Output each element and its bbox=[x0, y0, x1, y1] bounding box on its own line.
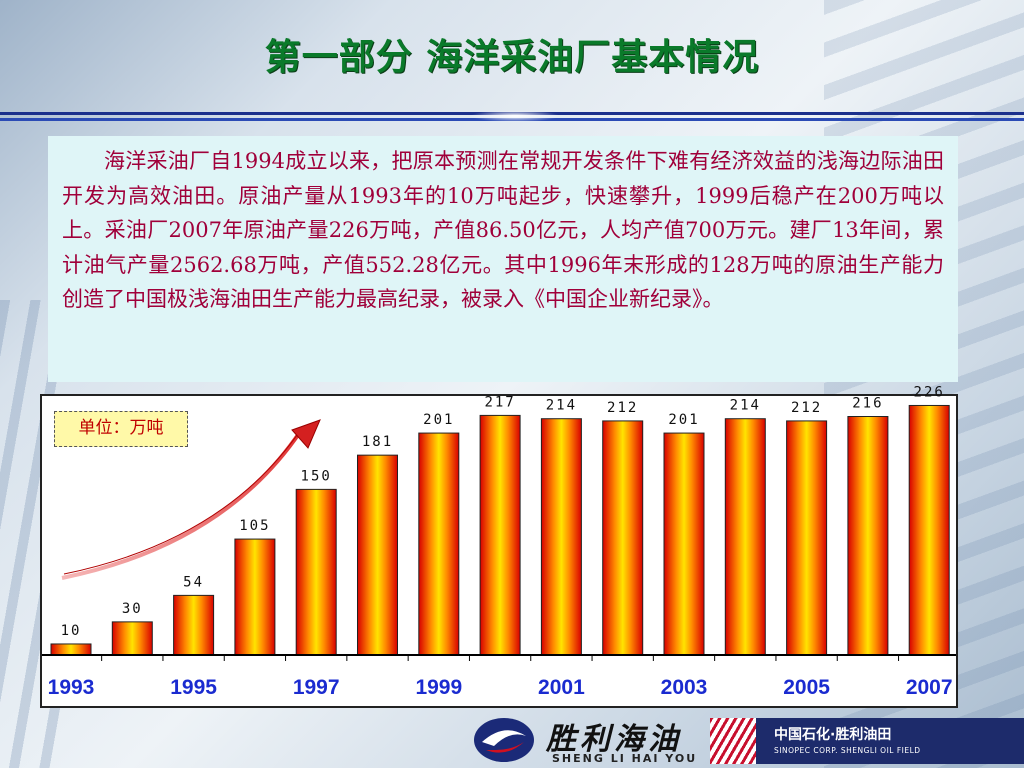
bar-2007 bbox=[908, 404, 950, 656]
bar-1994 bbox=[111, 621, 153, 656]
shengli-logo-icon bbox=[474, 718, 534, 762]
data-label-1997: 150 bbox=[301, 468, 332, 484]
data-label-2007: 226 bbox=[914, 384, 945, 400]
x-tick-label-1997: 1997 bbox=[293, 676, 340, 699]
bar-1999 bbox=[418, 432, 460, 656]
x-tick-label-1993: 1993 bbox=[48, 676, 95, 699]
bar-2005 bbox=[786, 420, 828, 656]
bar-1995 bbox=[173, 594, 215, 656]
data-label-1998: 181 bbox=[362, 434, 393, 450]
data-label-2000: 217 bbox=[484, 394, 515, 410]
x-tick-label-2001: 2001 bbox=[538, 676, 585, 699]
chart-unit-label: 单位：万吨 bbox=[54, 411, 188, 447]
bar-2004 bbox=[724, 418, 766, 656]
data-label-1994: 30 bbox=[122, 601, 143, 617]
intro-textbox: 海洋采油厂自1994成立以来，把原本预测在常规开发条件下难有经济效益的浅海边际油… bbox=[48, 136, 958, 382]
bar-2006 bbox=[847, 416, 889, 656]
data-label-2004: 214 bbox=[730, 398, 761, 414]
bar-2003 bbox=[663, 432, 705, 656]
bar-2001 bbox=[540, 418, 582, 656]
title-divider bbox=[0, 108, 1024, 124]
x-tick-label-1995: 1995 bbox=[170, 676, 217, 699]
data-label-1993: 10 bbox=[61, 623, 82, 639]
bar-1996 bbox=[234, 538, 276, 656]
sinopec-chinese-name: 中国石化·胜利油田 bbox=[774, 727, 892, 743]
slide-title: 第一部分 海洋采油厂基本情况 bbox=[264, 37, 760, 78]
footer-logo: 胜利海油 SHENG LI HAI YOU 中国石化·胜利油田 SINOPEC … bbox=[470, 712, 1024, 768]
bar-1998 bbox=[357, 454, 398, 656]
logo-chinese-text: 胜利海油 bbox=[546, 722, 682, 757]
x-tick-label-2003: 2003 bbox=[661, 676, 708, 699]
sinopec-english-name: SINOPEC CORP. SHENGLI OIL FIELD bbox=[774, 746, 921, 755]
intro-paragraph: 海洋采油厂自1994成立以来，把原本预测在常规开发条件下难有经济效益的浅海边际油… bbox=[62, 149, 944, 311]
sinopec-stripes-icon bbox=[710, 718, 756, 764]
data-label-2002: 212 bbox=[607, 400, 638, 416]
data-label-2003: 201 bbox=[668, 412, 699, 428]
bar-1993 bbox=[50, 643, 92, 656]
x-tick-label-2007: 2007 bbox=[906, 676, 953, 699]
data-label-2001: 214 bbox=[546, 398, 577, 414]
x-tick-label-1999: 1999 bbox=[415, 676, 462, 699]
bar-2002 bbox=[602, 420, 644, 656]
trend-arrow bbox=[61, 419, 321, 580]
data-label-2005: 212 bbox=[791, 400, 822, 416]
sinopec-badge: 中国石化·胜利油田 SINOPEC CORP. SHENGLI OIL FIEL… bbox=[756, 718, 1024, 764]
bar-2000 bbox=[479, 414, 521, 656]
bar-1997 bbox=[295, 488, 337, 656]
data-label-1995: 54 bbox=[183, 574, 204, 590]
x-tick-label-2005: 2005 bbox=[783, 676, 830, 699]
data-label-2006: 216 bbox=[852, 396, 883, 412]
logo-english-text: SHENG LI HAI YOU bbox=[552, 752, 698, 765]
data-label-1999: 201 bbox=[423, 412, 454, 428]
data-label-1996: 105 bbox=[239, 518, 270, 534]
